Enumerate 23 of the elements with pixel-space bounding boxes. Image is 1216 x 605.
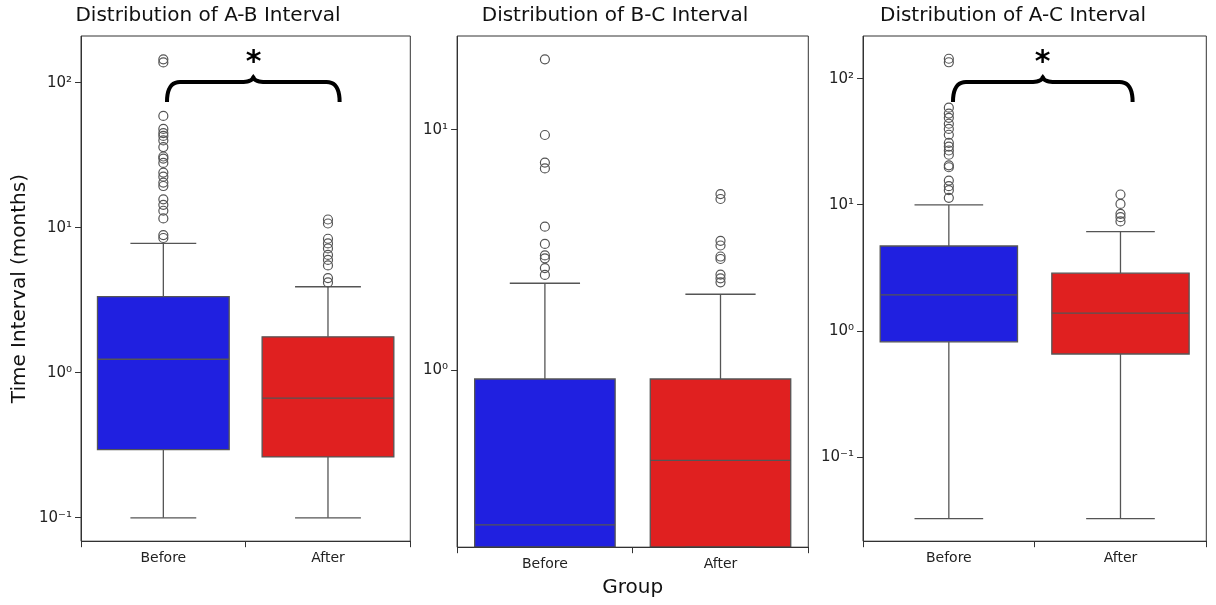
y-tick-label: 10² xyxy=(828,68,855,87)
y-tick-label: 10¹ xyxy=(46,217,73,236)
x-tick-label: Before xyxy=(925,549,972,566)
x-axis-title: Group xyxy=(602,574,664,599)
y-axis-title: Time Interval (months) xyxy=(6,174,31,405)
chart-title: Distribution of B-C Interval xyxy=(481,2,749,27)
y-tick-label: 10⁻¹ xyxy=(38,507,73,526)
y-tick-label: 10⁻¹ xyxy=(820,447,855,466)
y-tick-label: 10⁰ xyxy=(46,362,73,381)
y-tick-label: 10² xyxy=(46,72,73,91)
y-tick-label: 10⁰ xyxy=(828,321,855,340)
y-tick-label: 10¹ xyxy=(828,194,855,213)
annotation: * xyxy=(244,42,263,78)
x-tick-label: After xyxy=(311,549,346,566)
x-tick-label: Before xyxy=(140,549,187,566)
x-tick-label: After xyxy=(1103,549,1138,566)
annotation: * xyxy=(1033,42,1052,78)
chart-title: Distribution of A-C Interval xyxy=(879,2,1147,27)
y-tick-label: 10¹ xyxy=(422,119,449,138)
chart-title: Distribution of A-B Interval xyxy=(75,2,341,27)
x-tick-label: After xyxy=(703,555,738,572)
y-tick-label: 10⁰ xyxy=(422,360,449,379)
x-tick-label: Before xyxy=(522,555,568,572)
